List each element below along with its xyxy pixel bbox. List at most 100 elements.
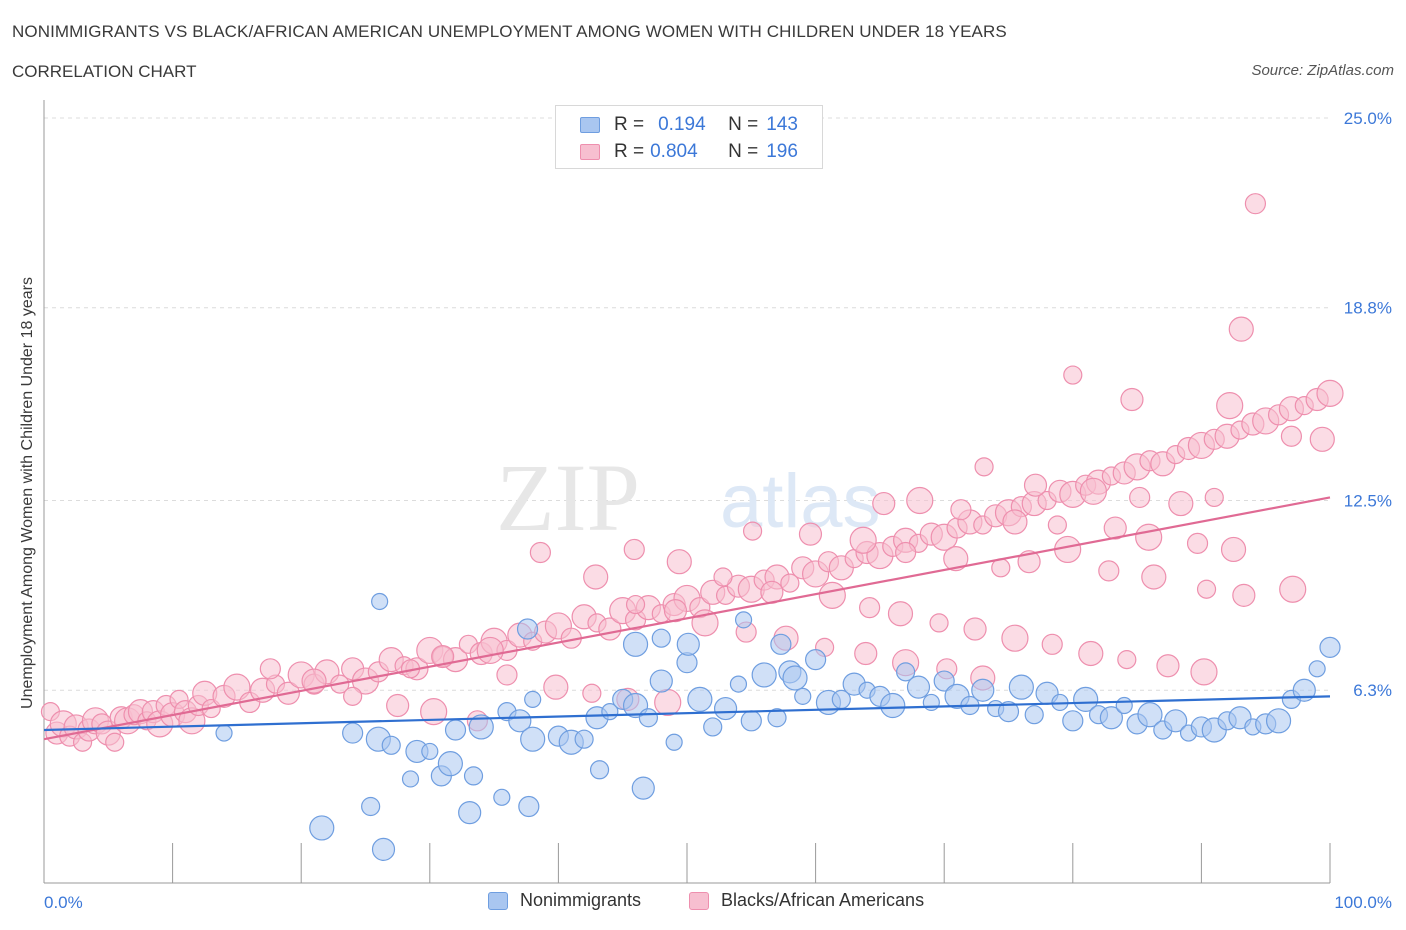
data-point	[1024, 705, 1044, 725]
data-point	[1292, 678, 1316, 702]
data-point	[751, 662, 777, 688]
legend-label-blacks: Blacks/African Americans	[721, 890, 925, 910]
series-nonimmigrants	[215, 592, 1341, 861]
data-point	[361, 796, 381, 817]
legend-swatch-blacks	[689, 891, 709, 910]
data-point	[1115, 696, 1133, 715]
data-point	[631, 776, 655, 800]
data-point	[929, 613, 949, 633]
data-point	[1041, 633, 1063, 655]
y-tick-label: 12.5%	[1344, 492, 1392, 511]
legend-item-blacks[interactable]: Blacks/African Americans	[689, 890, 924, 911]
data-point	[543, 674, 569, 700]
y-tick-label: 25.0%	[1344, 109, 1392, 128]
correlation-legend: R = 0.194 N = 143 R = 0.804 N = 196	[555, 105, 823, 169]
data-point	[649, 669, 673, 693]
data-point	[421, 742, 439, 761]
data-point	[1099, 706, 1123, 730]
data-point	[997, 701, 1020, 723]
legend-n-value-blue: 143	[766, 114, 798, 135]
data-point	[371, 837, 396, 861]
data-point	[1073, 686, 1099, 713]
data-point	[729, 675, 748, 693]
data-point	[687, 686, 713, 713]
data-point	[444, 719, 467, 741]
data-point	[906, 486, 934, 515]
data-point	[896, 662, 916, 682]
legend-row-blacks: R = 0.804 N = 196	[580, 141, 798, 163]
trend-lines	[43, 496, 1331, 741]
legend-n-value-pink: 196	[766, 141, 798, 162]
data-point	[1232, 583, 1256, 607]
y-tick-label: 6.3%	[1353, 681, 1392, 700]
data-point	[1117, 650, 1137, 670]
data-point	[1316, 379, 1344, 407]
data-point	[1103, 516, 1127, 540]
data-point	[1319, 636, 1341, 658]
data-point	[1220, 536, 1247, 563]
data-point	[431, 644, 455, 669]
legend-r-value-pink: 0.804	[650, 141, 698, 162]
data-point	[1023, 473, 1048, 497]
data-point	[493, 788, 511, 806]
data-point	[583, 564, 609, 590]
legend-item-nonimmigrants[interactable]: Nonimmigrants	[488, 890, 641, 911]
data-point	[1280, 425, 1303, 447]
series-legend: Nonimmigrants Blacks/African Americans	[0, 890, 1406, 916]
data-point	[463, 766, 484, 786]
legend-label-nonimmigrants: Nonimmigrants	[520, 890, 642, 910]
data-point	[309, 815, 335, 841]
data-point	[767, 708, 787, 728]
data-point	[859, 596, 881, 619]
data-point	[1186, 532, 1209, 554]
data-point	[582, 683, 602, 703]
chart-title: NONIMMIGRANTS VS BLACK/AFRICAN AMERICAN …	[12, 22, 1007, 41]
data-point	[625, 594, 646, 615]
data-point	[516, 618, 539, 640]
x-tick-label-start: 0.0%	[44, 893, 83, 912]
data-point	[1190, 658, 1218, 686]
legend-r-label: R =	[614, 114, 645, 135]
data-point	[342, 722, 364, 744]
data-point	[574, 729, 594, 749]
data-point	[872, 491, 896, 516]
data-point	[518, 795, 540, 818]
data-point	[215, 724, 233, 742]
data-point	[1141, 564, 1167, 590]
data-point	[676, 632, 700, 656]
data-point	[880, 692, 906, 719]
chart-subtitle: CORRELATION CHART	[12, 62, 197, 81]
data-point	[468, 714, 494, 740]
data-point	[223, 673, 251, 701]
axes	[43, 100, 1331, 884]
data-point	[849, 526, 877, 554]
data-point	[1168, 490, 1194, 517]
data-point	[895, 541, 917, 564]
data-point	[651, 628, 671, 648]
data-point	[520, 726, 546, 752]
data-point	[1129, 486, 1151, 509]
data-point	[665, 733, 683, 751]
data-point	[794, 687, 812, 705]
data-point	[798, 522, 823, 546]
data-point	[1279, 575, 1307, 603]
data-point	[386, 693, 410, 718]
data-point	[529, 541, 551, 564]
x-tick-label-end: 100.0%	[1334, 893, 1392, 912]
data-point	[713, 696, 738, 721]
data-point	[971, 678, 995, 702]
data-point	[589, 760, 610, 780]
data-point	[1244, 193, 1267, 215]
data-point	[623, 538, 645, 561]
y-tick-label: 18.8%	[1344, 299, 1392, 318]
data-point	[622, 631, 649, 657]
data-point	[508, 709, 532, 733]
data-point	[740, 710, 762, 732]
legend-swatch-nonimmigrants	[488, 891, 508, 910]
data-point	[420, 698, 448, 726]
data-point	[1216, 392, 1244, 420]
data-point	[854, 641, 878, 666]
data-point	[1120, 387, 1144, 412]
data-point	[1017, 550, 1041, 574]
